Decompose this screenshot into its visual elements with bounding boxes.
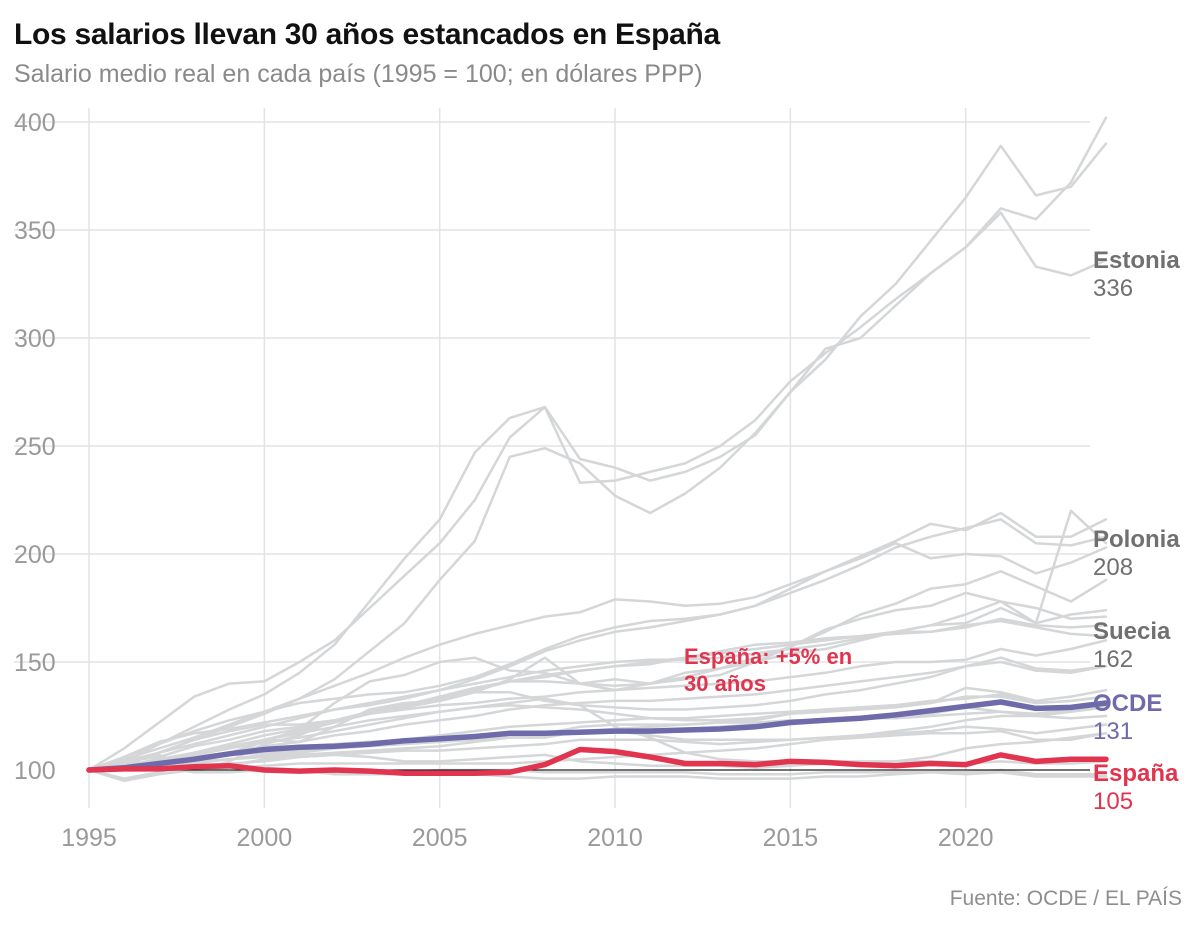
x-tick-label-2005: 2005 [412, 824, 468, 852]
y-tick-label-150: 150 [14, 649, 56, 677]
y-tick-label-100: 100 [14, 757, 56, 785]
chart-subtitle: Salario medio real en cada país (1995 = … [14, 60, 703, 88]
series-line-hungría [87, 570, 1108, 780]
x-tick-label-2015: 2015 [763, 824, 819, 852]
x-tick-label-2010: 2010 [587, 824, 643, 852]
series-value-suecia: 162 [1093, 646, 1133, 673]
series-line-ocde [86, 699, 1109, 773]
x-tick-label-1995: 1995 [61, 824, 117, 852]
series-label-suecia: Suecia [1093, 618, 1171, 645]
series-line-dinamarca [87, 660, 1108, 772]
y-tick-label-250: 250 [14, 433, 56, 461]
series-line-islandia [87, 509, 1108, 772]
series-line-chequia [87, 541, 1108, 772]
series-line-eslovaquia [87, 511, 1108, 772]
y-tick-label-200: 200 [14, 541, 56, 569]
series-value-ocde: 131 [1093, 718, 1133, 745]
annotation-espana-line-2: 30 años [684, 671, 766, 696]
y-tick-label-300: 300 [14, 325, 56, 353]
series-label-estonia: Estonia [1093, 247, 1180, 274]
series-label-espana: España [1093, 760, 1179, 787]
series-line-letonia [87, 142, 1108, 772]
series-line-irlanda [87, 656, 1108, 772]
series-line-méxico [87, 732, 1108, 783]
chart-title: Los salarios llevan 30 años estancados e… [14, 18, 720, 51]
series-label-ocde: OCDE [1093, 690, 1162, 717]
y-tick-label-400: 400 [14, 109, 56, 137]
source-note: Fuente: OCDE / EL PAÍS [949, 887, 1182, 910]
series-value-espana: 105 [1093, 788, 1133, 815]
series-line-espana [86, 746, 1109, 776]
series-line-australia [87, 695, 1108, 772]
x-tick-label-2000: 2000 [237, 824, 293, 852]
series-line-noruega [87, 617, 1108, 772]
series-line-países-bajos [87, 723, 1108, 772]
annotation-espana-line-1: España: +5% en [684, 644, 852, 669]
series-label-polonia: Polonia [1093, 526, 1180, 553]
series-line-alemania [87, 729, 1108, 772]
series-value-estonia: 336 [1093, 275, 1133, 302]
series-line-eslovenia [87, 600, 1108, 772]
series-line-lituania [87, 116, 1108, 772]
y-tick-label-350: 350 [14, 217, 56, 245]
series-value-polonia: 208 [1093, 554, 1133, 581]
x-tick-label-2020: 2020 [938, 824, 994, 852]
